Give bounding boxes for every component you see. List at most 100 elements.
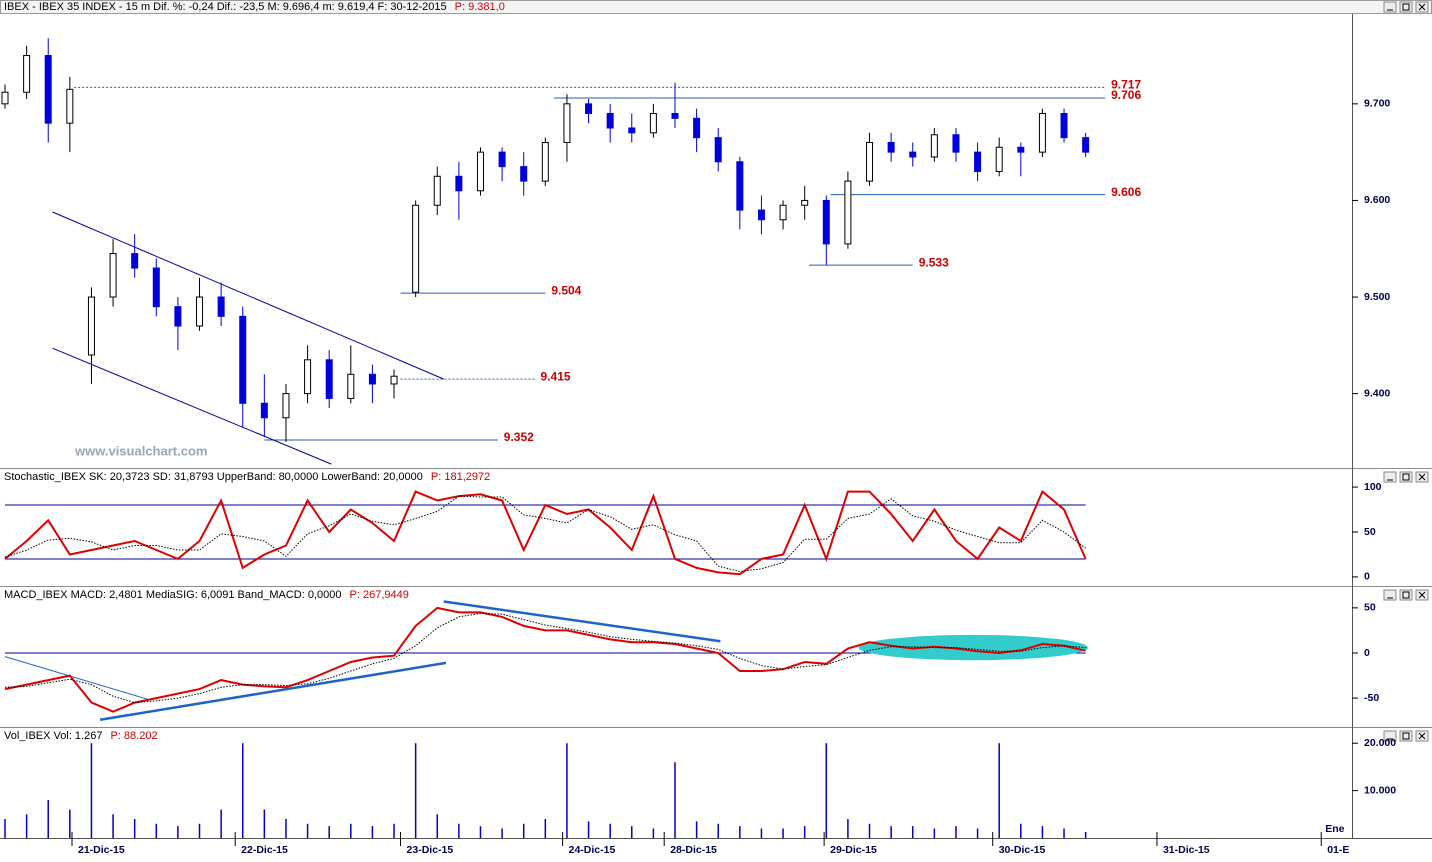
y-tick-label: 20.000 [1364,737,1396,749]
y-tick-label: -50 [1364,692,1379,704]
candle-body [304,359,312,395]
button-icon [1402,473,1410,481]
panel-price: P: 88.202 [110,730,157,742]
volume-bar [501,828,503,838]
button-icon [1418,591,1426,599]
volume-bar [998,743,1000,838]
volume-bar [371,826,374,838]
volume-bar [847,819,849,838]
volume-bar [4,819,6,838]
volume-bar [198,823,201,838]
volume-bar [350,823,352,838]
volume-bar [479,826,482,838]
volume-bar [911,826,914,838]
candle-body [109,253,117,298]
volume-bar [544,819,547,838]
window-button[interactable] [1383,589,1397,601]
candle-body [1,91,9,105]
candle-body [714,137,722,163]
candle-body [995,146,1003,172]
candle-body [239,315,247,404]
volume-bar [890,826,892,838]
level-label: 9.717 [1111,78,1141,92]
candle-body [649,112,657,134]
volume-bar [47,800,49,838]
x-tick-label: 30-Dic-15 [999,844,1046,856]
x-tick-label: 01-E [1327,844,1349,856]
volume-bar [868,823,871,838]
x-tick-label: 31-Dic-15 [1163,844,1210,856]
candle-body [412,204,420,293]
volume-bar [112,814,114,838]
window-button[interactable] [1383,471,1397,483]
level-label: 9.352 [504,430,534,444]
panel-title: Stochastic_IBEX SK: 20,3723 SD: 31,8793 … [4,471,423,483]
y-tick-label: 9.500 [1364,291,1390,303]
volume-bar [566,743,568,838]
volume-bar [522,823,525,838]
button-icon [1402,732,1410,740]
candle-body [952,134,960,153]
volume-bar [717,823,719,838]
candle-body [585,103,593,114]
x-tick-label: 23-Dic-15 [407,844,454,856]
button-icon [1418,732,1426,740]
panel-title: MACD_IBEX MACD: 2,4801 MediaSIG: 6,0091 … [4,589,342,601]
volume-bar [306,823,309,838]
volume-bar [285,819,287,838]
candle-body [887,141,895,153]
level-label: 9.606 [1111,185,1141,199]
window-button[interactable] [1399,1,1413,13]
volume-bar [1020,823,1022,838]
candle-body [390,375,398,385]
window-button[interactable] [1399,471,1413,483]
volume-bar [782,828,784,838]
candle-body [1017,146,1025,153]
candle-body [131,253,139,269]
level-label: 9.533 [919,255,949,269]
highlight-ellipse [858,634,1088,661]
window-button[interactable] [1383,1,1397,13]
volume-bar [328,826,330,838]
watermark: www.visualchart.com [74,443,207,458]
candle-body [325,359,333,399]
y-tick-label: 9.600 [1364,194,1390,206]
indicator-line [4,612,1086,704]
panel-price: P: 9.381,0 [455,1,505,13]
candle-body [347,373,355,399]
button-icon [1418,3,1426,11]
candle-body [563,103,571,143]
candle-body [757,209,765,221]
level-label: 9.415 [541,369,571,383]
volume-bar [133,819,136,838]
candle-body [433,175,441,206]
candle-body [1038,112,1046,153]
panel: Stochastic_IBEX SK: 20,3723 SD: 31,8793 … [4,471,1382,583]
window-button[interactable] [1399,589,1413,601]
window-button[interactable] [1383,730,1397,742]
candle-body [152,267,160,308]
candle-body [1060,112,1068,139]
x-tick-label: 22-Dic-15 [241,844,288,856]
candle-body [498,151,506,168]
trend-line [99,661,447,722]
y-tick-label: 0 [1364,647,1370,659]
candle-body [822,199,830,245]
button-icon [1418,473,1426,481]
volume-bar [609,823,611,838]
candle-body [844,180,852,245]
candle-body [66,88,74,124]
volume-bar [955,826,957,838]
indicator-line [4,495,1086,573]
panel-title: IBEX - IBEX 35 INDEX - 15 m Dif. %: -0,2… [4,1,447,13]
window-button[interactable] [1399,730,1413,742]
volume-bar [695,821,698,838]
candle-body [779,204,787,221]
candle-body [87,296,95,356]
volume-bar [933,828,936,838]
volume-bar [241,743,244,838]
candle-body [671,112,679,119]
volume-bar [436,814,439,838]
